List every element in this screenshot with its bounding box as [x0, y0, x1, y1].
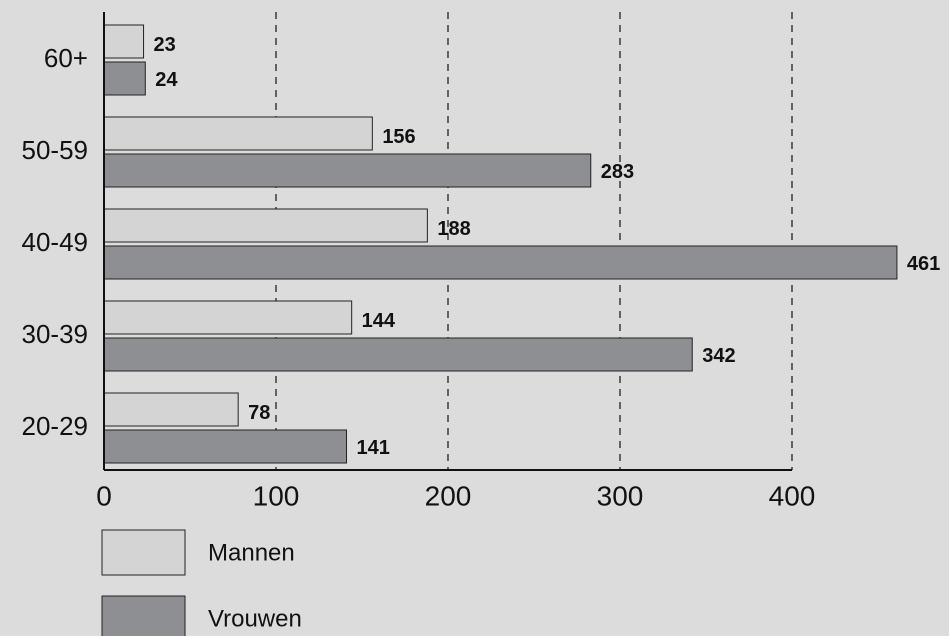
bar: [103, 300, 353, 335]
value-label: 283: [601, 161, 634, 183]
bar: [103, 392, 239, 427]
legend-swatch: [101, 595, 186, 636]
value-label: 78: [248, 402, 270, 424]
category-label: 50-59: [22, 135, 89, 165]
value-label: 156: [382, 126, 415, 148]
bar: [103, 245, 898, 280]
legend-label: Mannen: [208, 539, 295, 566]
value-label: 144: [362, 310, 396, 332]
value-label: 24: [155, 69, 178, 91]
legend-swatch: [101, 529, 186, 576]
x-tick-label: 300: [597, 480, 644, 511]
bar: [103, 116, 373, 151]
value-label: 141: [357, 437, 390, 459]
value-label: 461: [907, 253, 940, 275]
value-label: 188: [437, 218, 470, 240]
x-tick-label: 200: [425, 480, 472, 511]
bar: [103, 429, 348, 464]
legend-label: Vrouwen: [208, 605, 302, 632]
category-label: 30-39: [22, 319, 89, 349]
bar: [103, 208, 428, 243]
x-tick-label: 400: [769, 480, 816, 511]
bar: [103, 337, 693, 372]
bar: [103, 24, 145, 59]
value-label: 342: [702, 345, 735, 367]
category-label: 40-49: [22, 227, 89, 257]
x-tick-label: 0: [96, 480, 112, 511]
category-label: 20-29: [22, 411, 89, 441]
bar: [103, 153, 592, 188]
category-label: 60+: [44, 43, 88, 73]
value-label: 23: [154, 34, 176, 56]
bar: [103, 61, 146, 96]
x-tick-label: 100: [253, 480, 300, 511]
